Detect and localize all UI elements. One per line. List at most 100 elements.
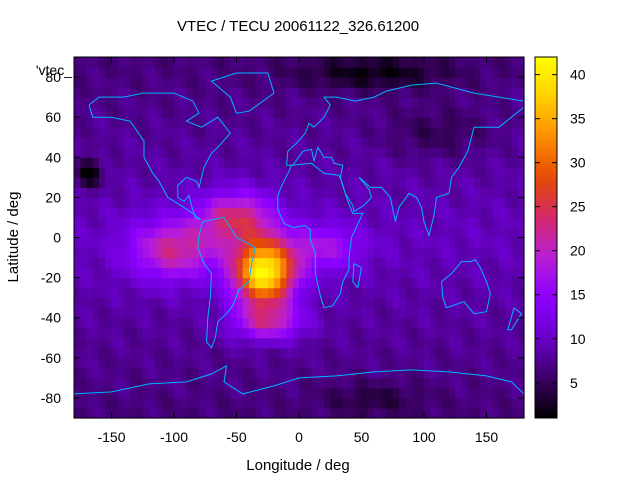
- heatmap-cell: [355, 167, 363, 178]
- heatmap-cell: [80, 377, 88, 389]
- heatmap-cell: [367, 397, 375, 409]
- heatmap-cell: [199, 367, 206, 379]
- heatmap-cell: [274, 247, 281, 259]
- heatmap-cell: [142, 267, 150, 279]
- heatmap-cell: [399, 307, 406, 319]
- heatmap-cell: [430, 317, 438, 329]
- heatmap-cell: [136, 167, 144, 178]
- heatmap-cell: [136, 337, 144, 349]
- heatmap-cell: [299, 387, 306, 399]
- heatmap-cell: [367, 107, 375, 118]
- heatmap-cell: [505, 347, 513, 359]
- heatmap-cell: [199, 237, 206, 249]
- heatmap-cell: [467, 57, 475, 68]
- heatmap-cell: [292, 97, 300, 108]
- heatmap-cell: [511, 107, 519, 118]
- heatmap-cell: [124, 137, 131, 148]
- heatmap-cell: [155, 357, 163, 369]
- heatmap-cell: [255, 387, 263, 399]
- heatmap-cell: [511, 147, 519, 158]
- heatmap-cell: [361, 397, 369, 409]
- heatmap-cell: [499, 367, 506, 379]
- heatmap-cell: [330, 217, 338, 229]
- heatmap-cell: [342, 297, 350, 309]
- heatmap-cell: [417, 287, 425, 299]
- heatmap-cell: [92, 217, 100, 229]
- heatmap-cell: [149, 407, 156, 419]
- heatmap-cell: [280, 247, 288, 259]
- heatmap-cell: [130, 187, 138, 198]
- heatmap-cell: [111, 297, 119, 309]
- heatmap-cell: [442, 167, 450, 178]
- heatmap-cell: [199, 87, 206, 98]
- heatmap-cell: [186, 177, 194, 188]
- heatmap-cell: [280, 367, 288, 379]
- heatmap-cell: [255, 137, 263, 148]
- heatmap-cell: [436, 347, 444, 359]
- heatmap-cell: [430, 337, 438, 349]
- heatmap-cell: [286, 87, 294, 98]
- heatmap-cell: [480, 267, 488, 279]
- heatmap-cell: [92, 167, 100, 178]
- heatmap-cell: [311, 367, 319, 379]
- heatmap-cell: [117, 237, 125, 249]
- heatmap-cell: [261, 197, 269, 209]
- heatmap-cell: [292, 317, 300, 329]
- heatmap-cell: [299, 157, 306, 168]
- heatmap-cell: [505, 387, 513, 399]
- heatmap-cell: [486, 177, 494, 188]
- heatmap-cell: [267, 367, 275, 379]
- heatmap-cell: [224, 347, 231, 359]
- heatmap-cell: [111, 117, 119, 128]
- heatmap-cell: [92, 137, 100, 148]
- heatmap-cell: [142, 327, 150, 339]
- y-tick-label: -80: [41, 390, 61, 406]
- heatmap-cell: [124, 277, 131, 289]
- heatmap-cell: [224, 57, 231, 68]
- heatmap-cell: [267, 217, 275, 229]
- heatmap-cell: [105, 317, 113, 329]
- x-axis-ticks: -150 -100 -50 0 50 100 150: [97, 57, 498, 445]
- heatmap-cell: [442, 217, 450, 229]
- heatmap-cell: [124, 97, 131, 108]
- heatmap-cell: [424, 267, 431, 279]
- heatmap-cell: [292, 187, 300, 198]
- heatmap-cell: [517, 377, 525, 389]
- heatmap-cell: [280, 197, 288, 209]
- heatmap-cell: [280, 97, 288, 108]
- heatmap-cell: [224, 357, 231, 369]
- heatmap-cell: [249, 57, 256, 68]
- heatmap-cell: [149, 57, 156, 68]
- heatmap-cell: [80, 287, 88, 299]
- heatmap-cell: [142, 127, 150, 138]
- heatmap-cell: [317, 267, 325, 279]
- heatmap-cell: [205, 367, 213, 379]
- heatmap-cell: [311, 317, 319, 329]
- heatmap-cell: [80, 267, 88, 279]
- heatmap-cell: [386, 247, 394, 259]
- heatmap-cell: [511, 377, 519, 389]
- heatmap-cell: [499, 277, 506, 289]
- heatmap-cell: [336, 187, 344, 198]
- heatmap-cell: [336, 267, 344, 279]
- heatmap-cell: [230, 57, 238, 68]
- heatmap-cell: [267, 57, 275, 68]
- heatmap-cell: [255, 117, 263, 128]
- heatmap-cell: [142, 67, 150, 78]
- heatmap-cell: [492, 367, 500, 379]
- heatmap-cell: [249, 337, 256, 349]
- heatmap-cell: [217, 107, 225, 118]
- heatmap-cell: [430, 297, 438, 309]
- heatmap-cell: [461, 307, 469, 319]
- heatmap-cell: [380, 347, 388, 359]
- heatmap-cell: [261, 327, 269, 339]
- heatmap-cell: [130, 197, 138, 209]
- heatmap-cell: [192, 177, 200, 188]
- heatmap-cell: [86, 297, 94, 309]
- heatmap-cell: [167, 67, 175, 78]
- heatmap-cell: [180, 347, 188, 359]
- heatmap-cell: [474, 77, 481, 88]
- heatmap-cell: [74, 357, 81, 369]
- heatmap-cell: [124, 247, 131, 259]
- heatmap-cell: [424, 367, 431, 379]
